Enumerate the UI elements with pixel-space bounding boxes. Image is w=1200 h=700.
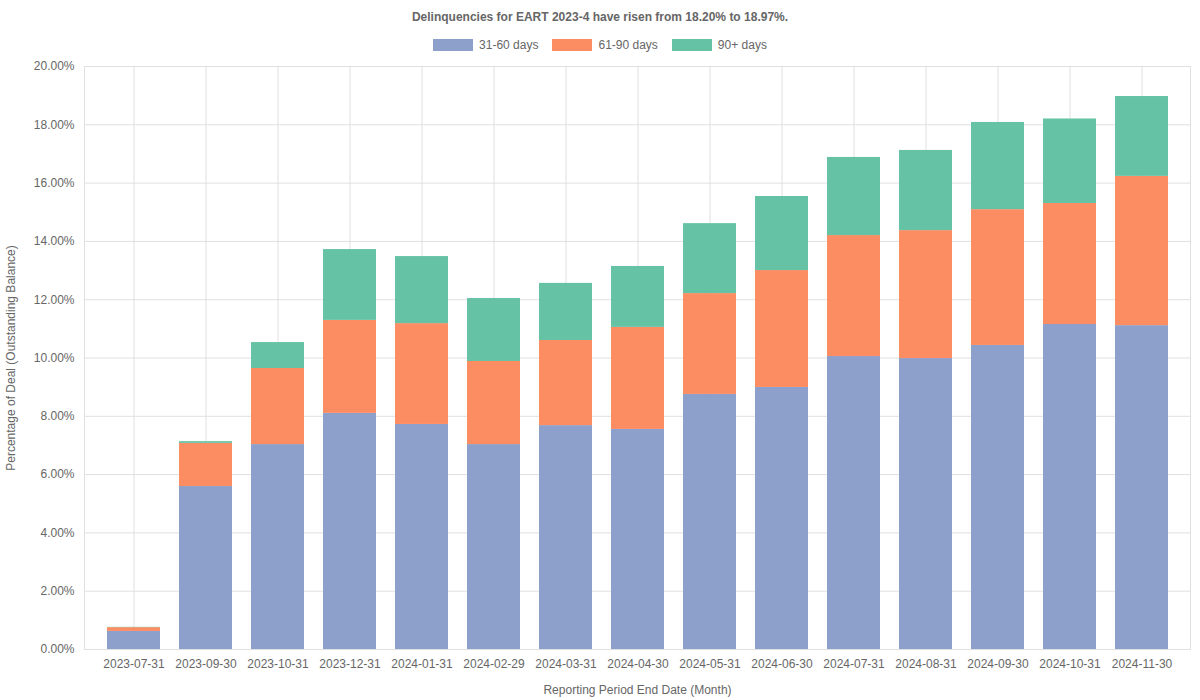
svg-text:6.00%: 6.00% bbox=[40, 467, 74, 481]
svg-text:2024-09-30: 2024-09-30 bbox=[967, 657, 1029, 671]
svg-text:2024-10-31: 2024-10-31 bbox=[1039, 657, 1101, 671]
html-text:Delinquencies for EART 2023-4: Delinquencies for EART 2023-4 have risen… bbox=[411, 10, 789, 24]
svg-text:2024-08-31: 2024-08-31 bbox=[895, 657, 957, 671]
svg-text:2.00%: 2.00% bbox=[40, 584, 74, 598]
svg-text:16.00%: 16.00% bbox=[34, 176, 75, 190]
svg-text:2023-12-31: 2023-12-31 bbox=[319, 657, 381, 671]
html-text:31-60 days: 31-60 days bbox=[479, 37, 539, 52]
svg-text:Percentage of Deal (Outstandin: Percentage of Deal (Outstanding Balance) bbox=[4, 245, 18, 470]
svg-text:2023-07-31: 2023-07-31 bbox=[103, 657, 165, 671]
svg-text:2024-05-31: 2024-05-31 bbox=[679, 657, 741, 671]
svg-text:2024-04-30: 2024-04-30 bbox=[607, 657, 669, 671]
html-text:90+ days: 90+ days bbox=[717, 37, 767, 52]
svg-text:0.00%: 0.00% bbox=[40, 642, 74, 656]
svg-text:10.00%: 10.00% bbox=[34, 351, 75, 365]
svg-text:12.00%: 12.00% bbox=[34, 293, 75, 307]
svg-text:2023-09-30: 2023-09-30 bbox=[175, 657, 237, 671]
svg-text:14.00%: 14.00% bbox=[34, 234, 75, 248]
svg-text:2023-10-31: 2023-10-31 bbox=[247, 657, 309, 671]
svg-text:2024-03-31: 2024-03-31 bbox=[535, 657, 597, 671]
svg-text:2024-02-29: 2024-02-29 bbox=[463, 657, 525, 671]
svg-text:2024-06-30: 2024-06-30 bbox=[751, 657, 813, 671]
html-text:61-90 days: 61-90 days bbox=[598, 37, 658, 52]
svg-text:Reporting Period End Date (Mon: Reporting Period End Date (Month) bbox=[543, 683, 731, 697]
svg-text:2024-11-30: 2024-11-30 bbox=[1112, 657, 1173, 671]
svg-text:2024-01-31: 2024-01-31 bbox=[391, 657, 453, 671]
svg-text:8.00%: 8.00% bbox=[40, 409, 74, 423]
svg-text:18.00%: 18.00% bbox=[34, 118, 75, 132]
svg-text:20.00%: 20.00% bbox=[34, 59, 75, 73]
svg-text:2024-07-31: 2024-07-31 bbox=[823, 657, 885, 671]
svg-text:4.00%: 4.00% bbox=[40, 526, 74, 540]
